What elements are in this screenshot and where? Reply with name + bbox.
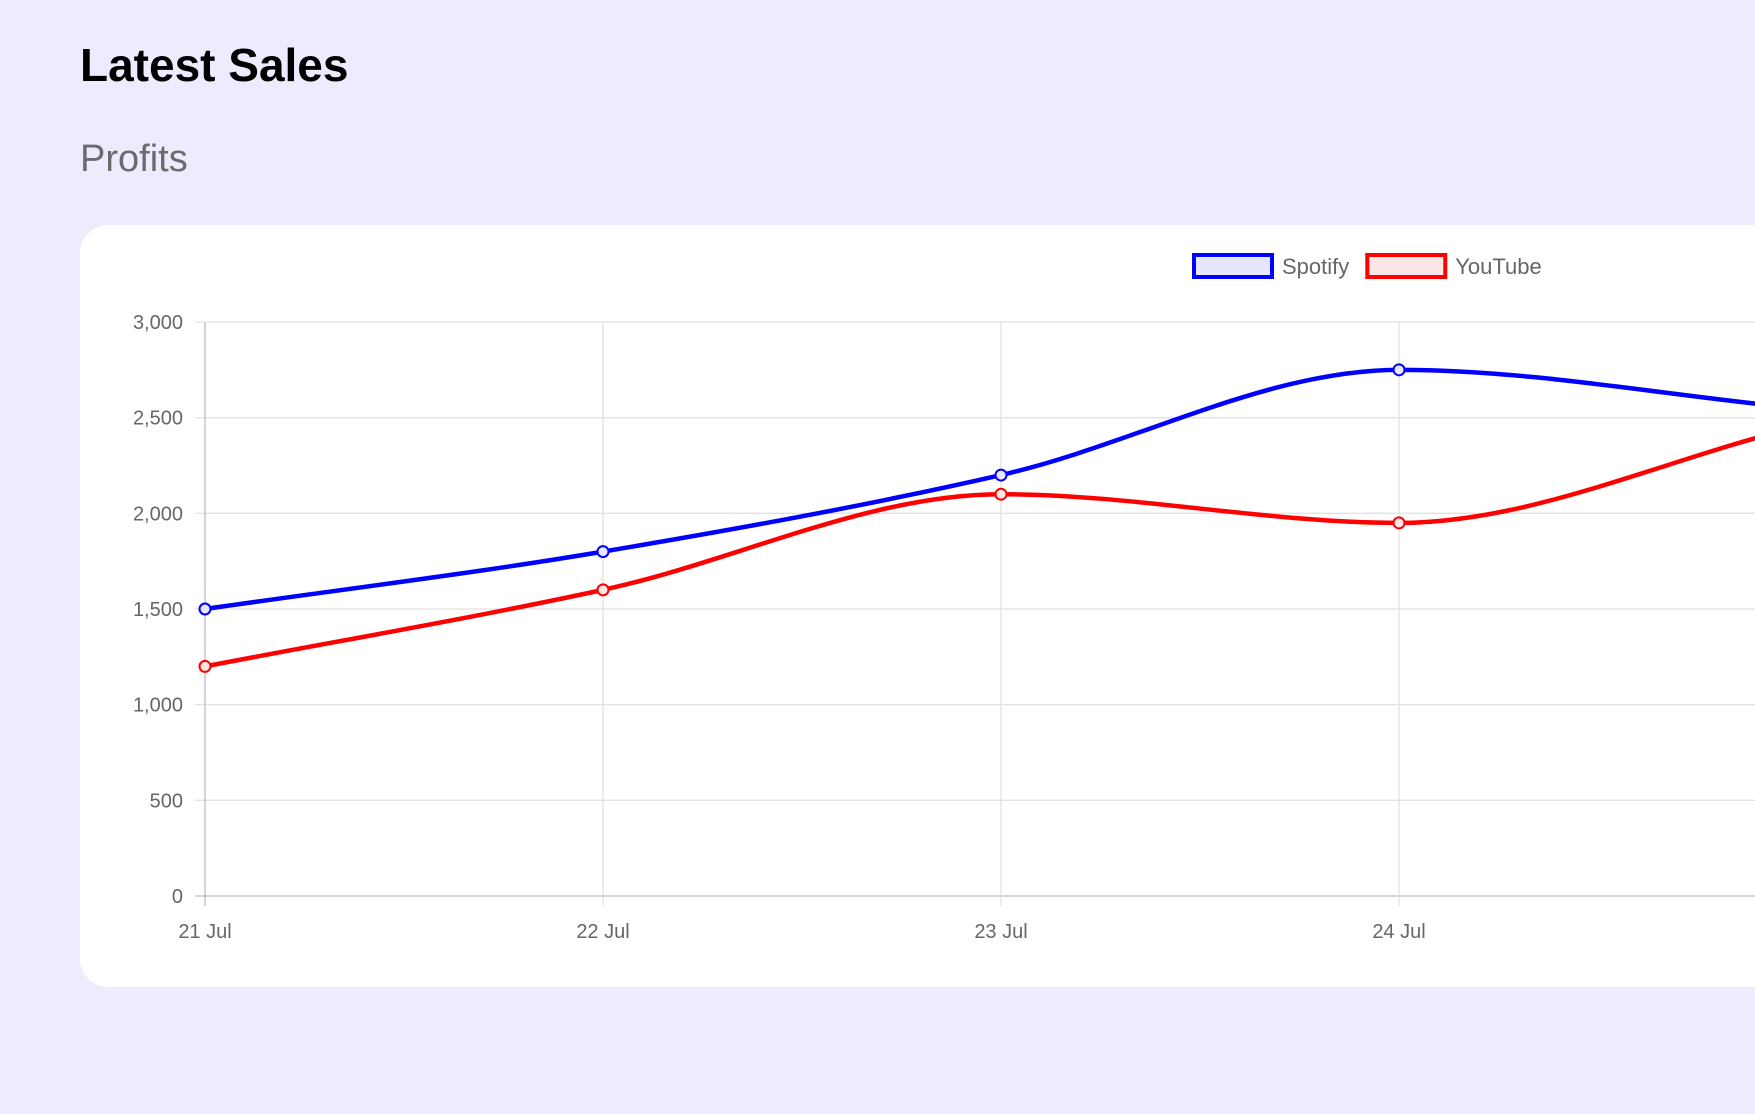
grid-layer [195,321,1755,906]
axis-layer: 0 500 1,000 1,500 2,000 2,500 3,000 21 Jul 22 Ju… [133,312,1426,943]
spotify-data-point[interactable] [1392,363,1406,377]
legend-item-spotify[interactable]: Spotify [1192,253,1349,279]
legend-label-spotify: Spotify [1282,254,1349,279]
y-tick-label: 500 [150,790,183,812]
y-tick-label: 2,000 [133,503,183,525]
x-tick-label: 21 Jul [178,921,231,943]
spotify-series-line [202,367,1755,612]
x-tick-label: 24 Jul [1372,921,1425,943]
youtube-series-line [202,435,1755,669]
spotify-data-point[interactable] [994,468,1008,482]
youtube-data-point[interactable] [198,659,212,673]
y-tick-label: 1,500 [133,599,183,621]
spotify-data-point[interactable] [596,545,610,559]
legend-label-youtube: YouTube [1455,254,1541,279]
y-tick-label: 2,500 [133,408,183,430]
legend-swatch-youtube [1365,253,1448,279]
page-title: Latest Sales [80,39,349,91]
y-tick-label: 0 [172,886,183,908]
y-tick-label: 1,000 [133,695,183,717]
section-subtitle: Profits [80,138,188,180]
youtube-data-point[interactable] [994,487,1008,501]
legend-swatch-spotify [1192,253,1274,279]
youtube-data-point[interactable] [596,583,610,597]
chart-card: 0 500 1,000 1,500 2,000 2,500 3,000 21 Jul 22 Ju… [80,225,1755,987]
profits-line-chart: 0 500 1,000 1,500 2,000 2,500 3,000 21 Jul 22 Ju… [133,253,1755,943]
series-layer [198,363,1755,673]
x-tick-label: 23 Jul [974,921,1027,943]
legend-item-youtube[interactable]: YouTube [1365,253,1542,279]
legend[interactable]: Spotify YouTube [1192,253,1542,279]
youtube-data-point[interactable] [1392,516,1406,530]
y-tick-label: 3,000 [133,312,183,334]
x-tick-label: 22 Jul [576,921,629,943]
spotify-data-point[interactable] [198,602,212,616]
